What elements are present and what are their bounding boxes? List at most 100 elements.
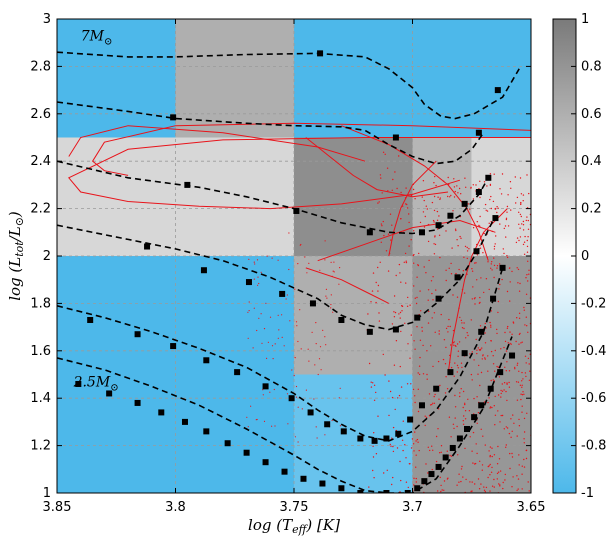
star-point <box>519 177 522 179</box>
track-marker <box>106 390 113 397</box>
star-point <box>504 366 506 368</box>
star-point <box>407 343 409 345</box>
star-point <box>424 215 426 218</box>
track-marker <box>281 468 288 475</box>
track-marker <box>494 87 501 94</box>
star-point <box>501 414 504 417</box>
star-point <box>463 292 466 294</box>
track-marker <box>497 369 504 376</box>
star-point <box>301 408 303 410</box>
star-point <box>263 328 266 330</box>
star-point <box>493 245 496 248</box>
star-point <box>523 442 525 444</box>
star-point <box>370 301 372 303</box>
star-point <box>440 490 442 493</box>
star-point <box>487 355 489 357</box>
star-point <box>406 383 409 385</box>
star-point <box>517 268 520 271</box>
star-point <box>382 151 385 153</box>
star-point <box>522 378 524 380</box>
star-point <box>476 396 478 398</box>
star-point <box>331 419 333 422</box>
star-point <box>398 155 400 157</box>
star-point <box>246 416 248 418</box>
star-point <box>404 197 407 199</box>
star-point <box>325 344 327 346</box>
star-point <box>422 373 425 375</box>
star-point <box>482 355 484 357</box>
colorbar-tick-label: 0.2 <box>581 202 602 217</box>
star-point <box>269 391 271 393</box>
track-marker <box>307 409 314 416</box>
star-point <box>459 395 461 398</box>
star-point <box>476 452 478 455</box>
star-point <box>496 332 498 335</box>
star-point <box>494 208 497 210</box>
star-point <box>528 269 530 271</box>
star-point <box>520 215 522 218</box>
star-point <box>484 358 486 360</box>
star-point <box>294 436 296 438</box>
star-point <box>378 312 380 314</box>
star-point <box>253 261 255 263</box>
star-point <box>471 351 473 353</box>
star-point <box>458 473 460 475</box>
star-point <box>338 283 340 285</box>
star-point <box>395 274 397 277</box>
star-point <box>415 481 417 483</box>
star-point <box>432 402 434 404</box>
star-point <box>400 281 402 283</box>
star-point <box>439 198 441 201</box>
colorbar-tick-label: 1 <box>581 12 589 27</box>
star-point <box>388 252 391 255</box>
star-point <box>497 394 500 396</box>
star-point <box>456 364 459 367</box>
star-point <box>392 178 394 181</box>
star-point <box>274 343 276 345</box>
star-point <box>333 261 335 263</box>
star-point <box>490 326 492 328</box>
star-point <box>414 198 416 200</box>
star-point <box>490 471 493 473</box>
star-point <box>514 368 516 370</box>
star-point <box>529 370 531 372</box>
track-marker <box>435 222 442 229</box>
star-point <box>456 371 458 373</box>
star-point <box>435 289 437 291</box>
star-point <box>443 480 446 482</box>
track-marker <box>158 409 165 416</box>
star-point <box>455 345 457 347</box>
star-point <box>506 256 509 259</box>
star-point <box>518 290 521 292</box>
track-marker <box>471 414 478 421</box>
star-point <box>496 365 498 368</box>
star-point <box>486 256 489 259</box>
track-marker <box>338 316 345 323</box>
colorbar-tick-label: -0.8 <box>581 439 606 454</box>
star-point <box>295 396 297 398</box>
star-point <box>503 389 505 391</box>
star-point <box>433 243 435 245</box>
star-point <box>522 229 525 231</box>
star-point <box>523 417 526 420</box>
star-point <box>437 228 439 230</box>
star-point <box>324 240 326 242</box>
star-point <box>508 432 511 435</box>
star-point <box>315 426 317 428</box>
star-point <box>520 201 522 204</box>
star-point <box>504 473 506 476</box>
star-point <box>445 279 447 282</box>
star-point <box>384 153 386 155</box>
star-point <box>460 237 462 239</box>
star-point <box>449 354 451 357</box>
star-point <box>507 342 509 344</box>
star-point <box>267 341 269 343</box>
star-point <box>440 484 442 487</box>
star-point <box>438 234 441 236</box>
star-point <box>422 211 425 213</box>
star-point <box>498 376 501 378</box>
star-point <box>492 379 494 381</box>
star-point <box>471 450 473 452</box>
star-point <box>500 348 502 350</box>
star-point <box>370 386 373 388</box>
